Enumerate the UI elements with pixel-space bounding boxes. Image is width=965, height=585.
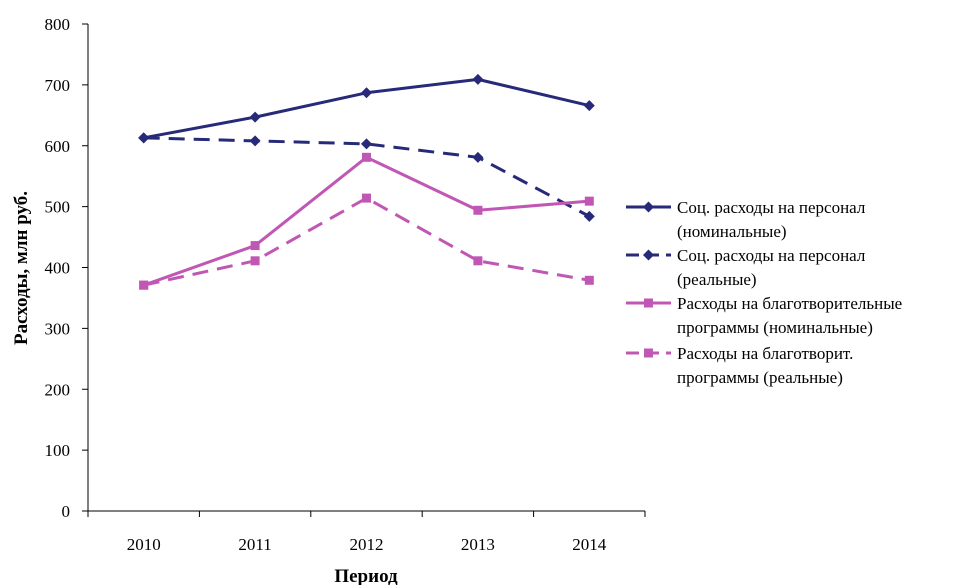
data-point-marker: [250, 256, 260, 266]
data-point-marker: [362, 152, 371, 162]
legend-item-2: Соц. расходы на персонал (реальные): [626, 246, 866, 289]
data-point-marker: [584, 196, 594, 206]
y-tick-label: 500: [45, 198, 71, 217]
x-tick-label: 2013: [461, 535, 495, 554]
y-axis-title: Расходы, млн руб.: [11, 191, 32, 345]
legend-label: Соц. расходы на персонал: [677, 246, 866, 265]
legend-label: (реальные): [677, 270, 757, 289]
legend-label: программы (номинальные): [677, 318, 873, 337]
data-point-marker: [249, 111, 261, 123]
data-point-marker: [361, 138, 372, 150]
data-point-marker: [643, 201, 654, 213]
data-point-marker: [472, 73, 484, 85]
data-point-marker: [362, 193, 371, 203]
legend-item-4: Расходы на благотворит. программы (реальн…: [626, 344, 853, 387]
x-tick-label: 2014: [572, 535, 607, 554]
legend-label: Расходы на благотворит.: [677, 344, 853, 363]
data-point-marker: [643, 249, 654, 261]
data-point-marker: [361, 87, 372, 99]
legend: Соц. расходы на персонал(номинальные)Соц…: [626, 198, 902, 387]
data-point-marker: [473, 205, 483, 215]
y-tick-label: 100: [45, 441, 71, 460]
data-point-marker: [249, 135, 261, 147]
y-tick-label: 800: [45, 15, 71, 34]
legend-label: Соц. расходы на персонал: [677, 198, 866, 217]
y-tick-label: 200: [45, 380, 71, 399]
data-point-marker: [472, 151, 484, 163]
x-tick-label: 2010: [127, 535, 161, 554]
data-point-marker: [584, 275, 594, 285]
data-point-marker: [644, 298, 653, 308]
series-4: [139, 193, 594, 290]
data-point-marker: [473, 256, 483, 266]
legend-label: (номинальные): [677, 222, 787, 241]
data-point-marker: [139, 280, 149, 290]
series-2: [138, 132, 595, 222]
y-tick-label: 600: [45, 137, 71, 156]
legend-item-3: Расходы на благотворительные программы (н…: [626, 294, 902, 337]
y-tick-label: 700: [45, 76, 71, 95]
y-tick-label: 0: [62, 502, 71, 521]
data-point-marker: [644, 348, 653, 358]
data-point-marker: [250, 241, 260, 251]
data-point-marker: [138, 132, 150, 144]
series-line: [143, 196, 590, 287]
series-layer: [138, 73, 595, 290]
x-tick-label: 2011: [238, 535, 271, 554]
legend-label: Расходы на благотворительные: [677, 294, 902, 313]
legend-item-1: Соц. расходы на персонал (номинальные): [626, 198, 866, 241]
series-line: [143, 136, 591, 218]
x-axis-title: Период: [334, 566, 398, 585]
y-tick-label: 400: [45, 259, 71, 278]
legend-label: программы (реальные): [677, 368, 843, 387]
series-line: [143, 155, 590, 287]
series-3: [139, 152, 594, 290]
data-point-marker: [583, 100, 595, 112]
series-1: [138, 73, 595, 144]
y-tick-label: 300: [45, 319, 71, 338]
data-point-marker: [583, 210, 595, 222]
axes: 0 100 200 300 400 500 600 700 800 2010 2011 2012 201…: [45, 15, 646, 554]
x-tick-label: 2012: [350, 535, 384, 554]
